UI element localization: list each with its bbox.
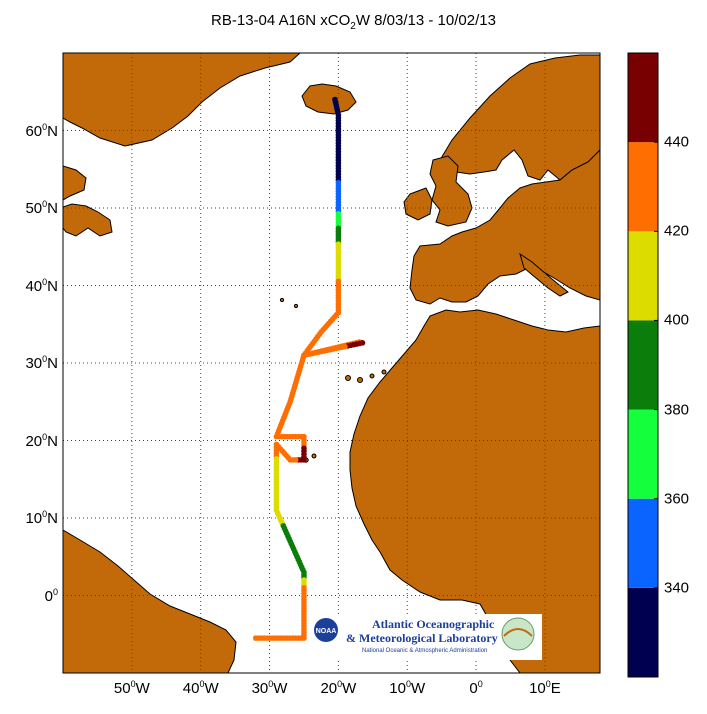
map-gridlines	[63, 53, 600, 673]
noaa-badge-text: NOAA	[316, 628, 337, 635]
colorbar-band	[628, 320, 658, 410]
latitude-tick-label: 300N	[25, 354, 58, 372]
land-layer	[63, 53, 600, 673]
colorbar-tick-label: 400	[664, 311, 690, 329]
colorbar-band	[628, 142, 658, 232]
colorbar-tick-label: 340	[664, 579, 690, 597]
map-title: RB-13-04 A16N xCO2W 8/03/13 - 10/02/13	[211, 12, 496, 32]
aoml-logo: NOAA Atlantic Oceanographic & Meteorolog…	[310, 614, 542, 660]
track-point	[252, 635, 259, 641]
colorbar-band	[628, 587, 658, 677]
latitude-tick-label: 600N	[25, 121, 58, 140]
ireland-landmass	[403, 187, 433, 221]
britain-landmass	[429, 155, 473, 227]
latitude-tick-label: 100N	[25, 509, 58, 527]
map-frame	[62, 52, 601, 674]
south-america-landmass	[63, 529, 237, 673]
longitude-tick-label: 400W	[182, 679, 219, 697]
colorbar	[628, 53, 658, 677]
longitude-tick-label: 300W	[251, 679, 288, 697]
longitude-tick-label: 100W	[389, 679, 426, 697]
cruise-track	[252, 96, 366, 641]
colorbar-band	[628, 409, 658, 499]
colorbar-tick-label: 360	[664, 490, 690, 508]
logo-line-2: & Meteorological Laboratory	[346, 631, 498, 645]
atlantic-islands	[279, 297, 387, 463]
iceland-landmass	[301, 83, 357, 115]
colorbar-band	[628, 53, 658, 143]
logo-line-3: National Oceanic & Atmospheric Administr…	[362, 648, 487, 654]
colorbar-tick-label: 380	[664, 401, 690, 419]
colorbar-frame	[627, 52, 659, 678]
latitude-tick-label: 400N	[25, 276, 58, 295]
noaa-logo-icon	[314, 618, 338, 642]
aoml-emblem-icon	[501, 617, 535, 651]
logo-line-1: Atlantic Oceanographic	[372, 617, 495, 631]
emblem-wave	[503, 628, 533, 637]
africa-landmass	[349, 309, 600, 673]
longitude-tick-label: 100E	[529, 679, 561, 697]
longitude-tick-label: 200W	[320, 679, 357, 697]
latitude-tick-label: 00	[44, 586, 58, 605]
colorbar-tick-label: 420	[664, 222, 690, 240]
longitude-tick-label: 00	[469, 679, 483, 697]
north-america-landmass	[63, 165, 113, 237]
colorbar-band	[628, 231, 658, 321]
latitude-tick-label: 500N	[25, 199, 58, 217]
greenland-landmass	[63, 53, 301, 147]
colorbar-band	[628, 498, 658, 588]
latitude-tick-label: 200N	[25, 431, 58, 450]
colorbar-tick-label: 440	[664, 133, 690, 151]
longitude-tick-label: 500W	[113, 679, 150, 697]
